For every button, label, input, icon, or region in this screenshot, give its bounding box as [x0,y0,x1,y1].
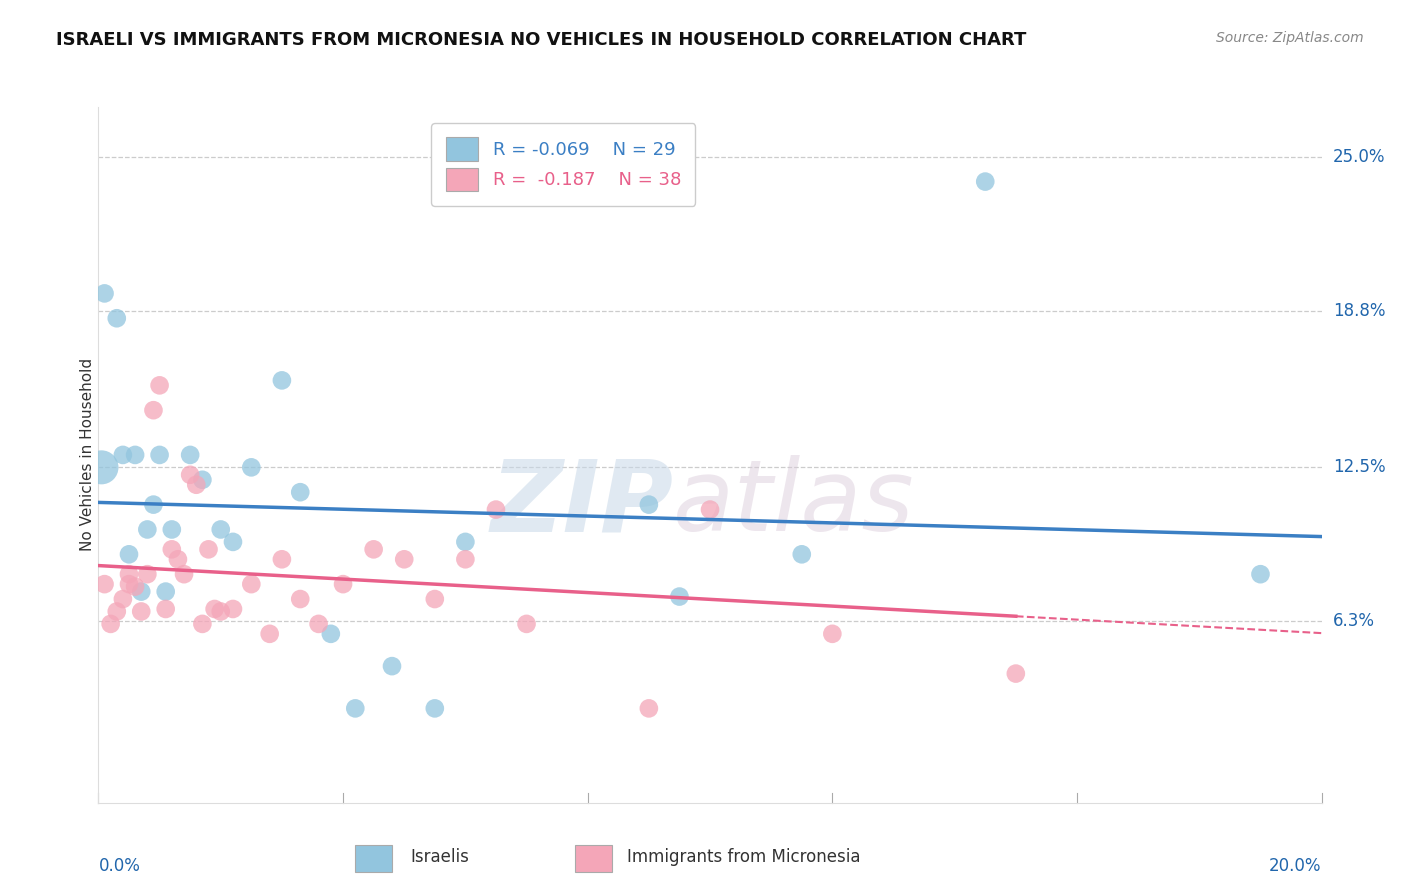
Point [105,605,128,619]
Point [270,552,292,566]
Point [332,577,354,591]
Point [105,311,128,326]
Text: Immigrants from Micronesia: Immigrants from Micronesia [627,848,860,866]
Point [149,448,172,462]
Point [93,577,115,591]
Point [167,552,190,566]
Point [485,502,508,516]
Point [155,584,177,599]
Point [155,602,177,616]
Point [111,592,134,607]
Point [240,460,263,475]
Point [111,448,134,462]
Text: 20.0%: 20.0% [1270,857,1322,875]
Text: ISRAELI VS IMMIGRANTS FROM MICRONESIA NO VEHICLES IN HOUSEHOLD CORRELATION CHART: ISRAELI VS IMMIGRANTS FROM MICRONESIA NO… [56,31,1026,49]
Point [118,547,141,561]
Legend: R = -0.069    N = 29, R =  -0.187    N = 38: R = -0.069 N = 29, R = -0.187 N = 38 [432,123,696,205]
Point [222,602,245,616]
Point [319,627,342,641]
Point [93,286,115,301]
Point [179,467,201,482]
Point [204,602,226,616]
Point [790,547,813,561]
Point [290,485,312,500]
Point [381,659,404,673]
Point [209,523,232,537]
Point [637,701,661,715]
Point [423,592,446,607]
Point [118,567,141,582]
Point [124,580,146,594]
Text: 0.0%: 0.0% [98,857,141,875]
FancyBboxPatch shape [575,845,612,872]
Point [290,592,312,607]
Point [173,567,195,582]
Y-axis label: No Vehicles in Household: No Vehicles in Household [80,359,94,551]
Point [124,448,146,462]
Text: atlas: atlas [673,455,915,552]
Point [191,473,214,487]
Point [240,577,263,591]
Point [129,584,152,599]
Point [142,403,165,417]
Text: Source: ZipAtlas.com: Source: ZipAtlas.com [1216,31,1364,45]
Point [90,460,112,475]
Point [308,616,330,631]
Point [100,616,122,631]
Point [259,627,281,641]
Text: Israelis: Israelis [411,848,470,866]
Point [974,175,997,189]
Text: 6.3%: 6.3% [1333,613,1375,631]
Point [209,605,232,619]
Text: ZIP: ZIP [491,455,673,552]
FancyBboxPatch shape [356,845,392,872]
Text: 18.8%: 18.8% [1333,301,1385,320]
Point [1004,666,1026,681]
Point [454,552,477,566]
Point [270,373,292,387]
Point [516,616,538,631]
Point [118,577,141,591]
Point [136,523,159,537]
Text: 25.0%: 25.0% [1333,148,1385,166]
Text: 12.5%: 12.5% [1333,458,1385,476]
Point [222,534,245,549]
Point [179,448,201,462]
Point [668,590,690,604]
Point [136,567,159,582]
Point [344,701,367,715]
Point [142,498,165,512]
Point [454,534,477,549]
Point [699,502,721,516]
Point [1249,567,1271,582]
Point [363,542,385,557]
Point [821,627,844,641]
Point [129,605,152,619]
Point [197,542,219,557]
Point [160,542,183,557]
Point [186,477,208,491]
Point [423,701,446,715]
Point [160,523,183,537]
Point [149,378,172,392]
Point [191,616,214,631]
Point [637,498,661,512]
Point [392,552,416,566]
